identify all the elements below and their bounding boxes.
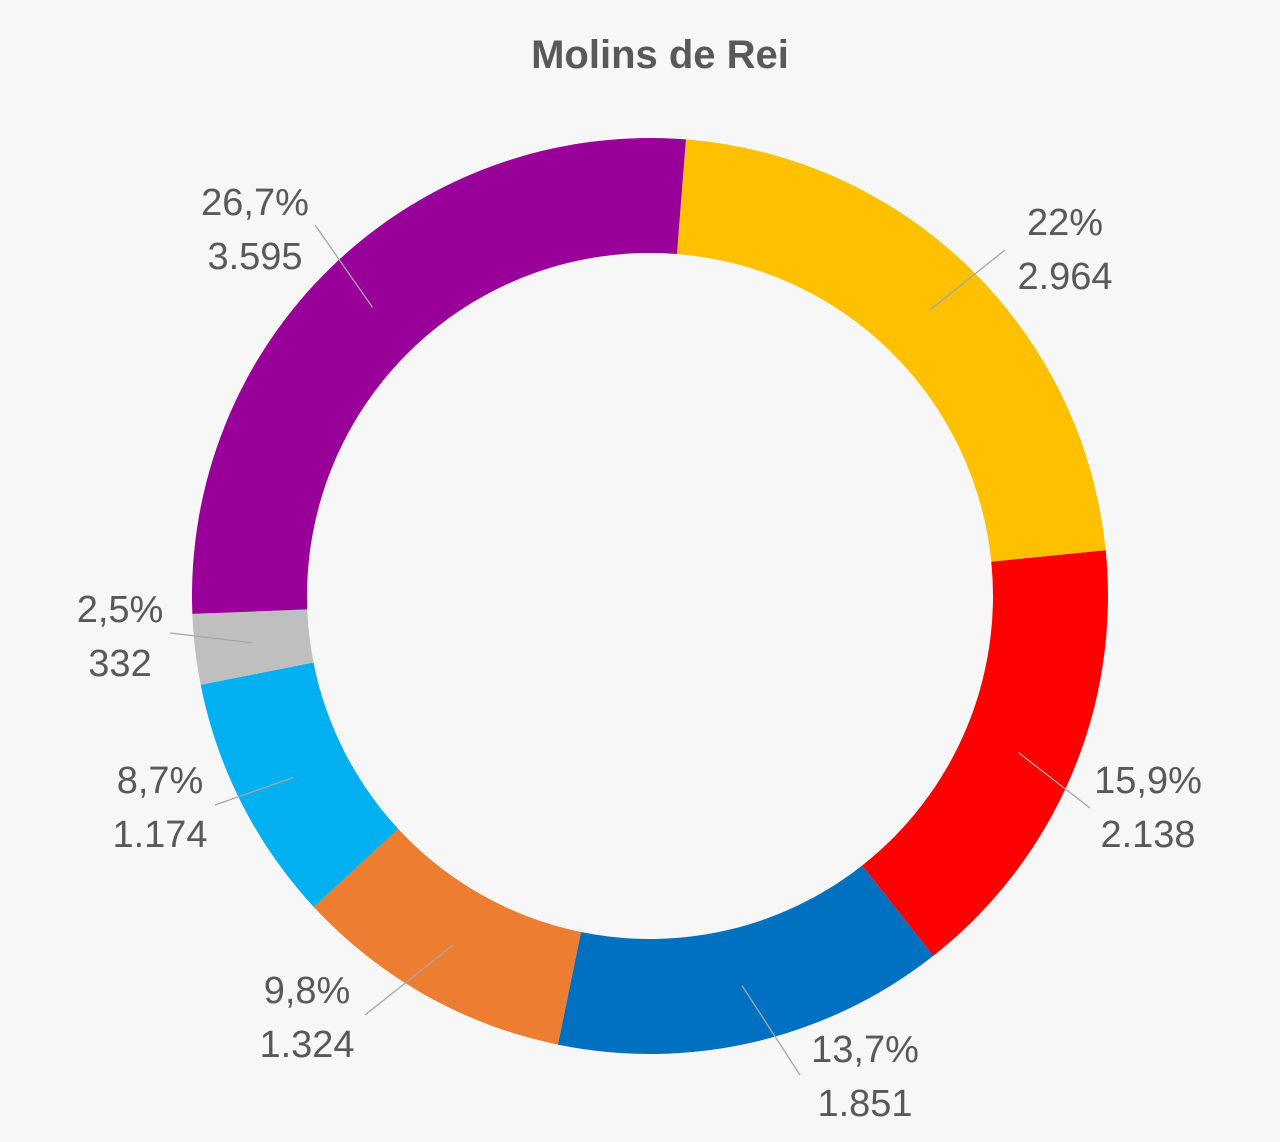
slice-value-label-5: 332: [88, 643, 151, 685]
slice-percent-label-5: 2,5%: [77, 589, 164, 631]
slice-percent-label-6: 26,7%: [201, 182, 309, 224]
donut-slice-3: [313, 828, 582, 1045]
leader-line-3: [364, 944, 454, 1016]
donut-slices: [192, 138, 1109, 1054]
leader-line-1: [1018, 752, 1091, 809]
leader-line-6: [314, 224, 373, 308]
slice-percent-label-4: 8,7%: [117, 760, 204, 802]
slice-value-label-4: 1.174: [112, 814, 207, 856]
donut-slice-0: [676, 139, 1106, 562]
leader-line-4: [214, 777, 294, 806]
slice-percent-label-0: 22%: [1027, 202, 1103, 244]
slice-value-label-6: 3.595: [207, 236, 302, 278]
slice-value-label-3: 1.324: [259, 1024, 354, 1066]
donut-slice-1: [862, 550, 1109, 956]
leader-line-5: [169, 632, 253, 644]
slice-percent-label-3: 9,8%: [264, 970, 351, 1012]
slice-value-label-2: 1.851: [817, 1083, 912, 1125]
slice-percent-label-2: 13,7%: [811, 1029, 919, 1071]
donut-slice-6: [192, 138, 686, 614]
slice-percent-label-1: 15,9%: [1094, 760, 1202, 802]
donut-slice-2: [557, 865, 934, 1054]
data-labels: 22% 2.964 15,9% 2.138 13,7% 1.851 9,8% 1.324 8,7…: [77, 182, 1202, 1125]
donut-slice-5: [192, 609, 314, 685]
slice-value-label-1: 2.138: [1100, 814, 1195, 856]
leader-line-2: [741, 985, 801, 1076]
chart-title: Molins de Rei: [531, 33, 789, 77]
slice-value-label-0: 2.964: [1017, 256, 1112, 298]
label-leader-lines: [169, 224, 1091, 1076]
donut-slice-4: [200, 662, 399, 907]
leader-line-0: [929, 249, 1006, 311]
